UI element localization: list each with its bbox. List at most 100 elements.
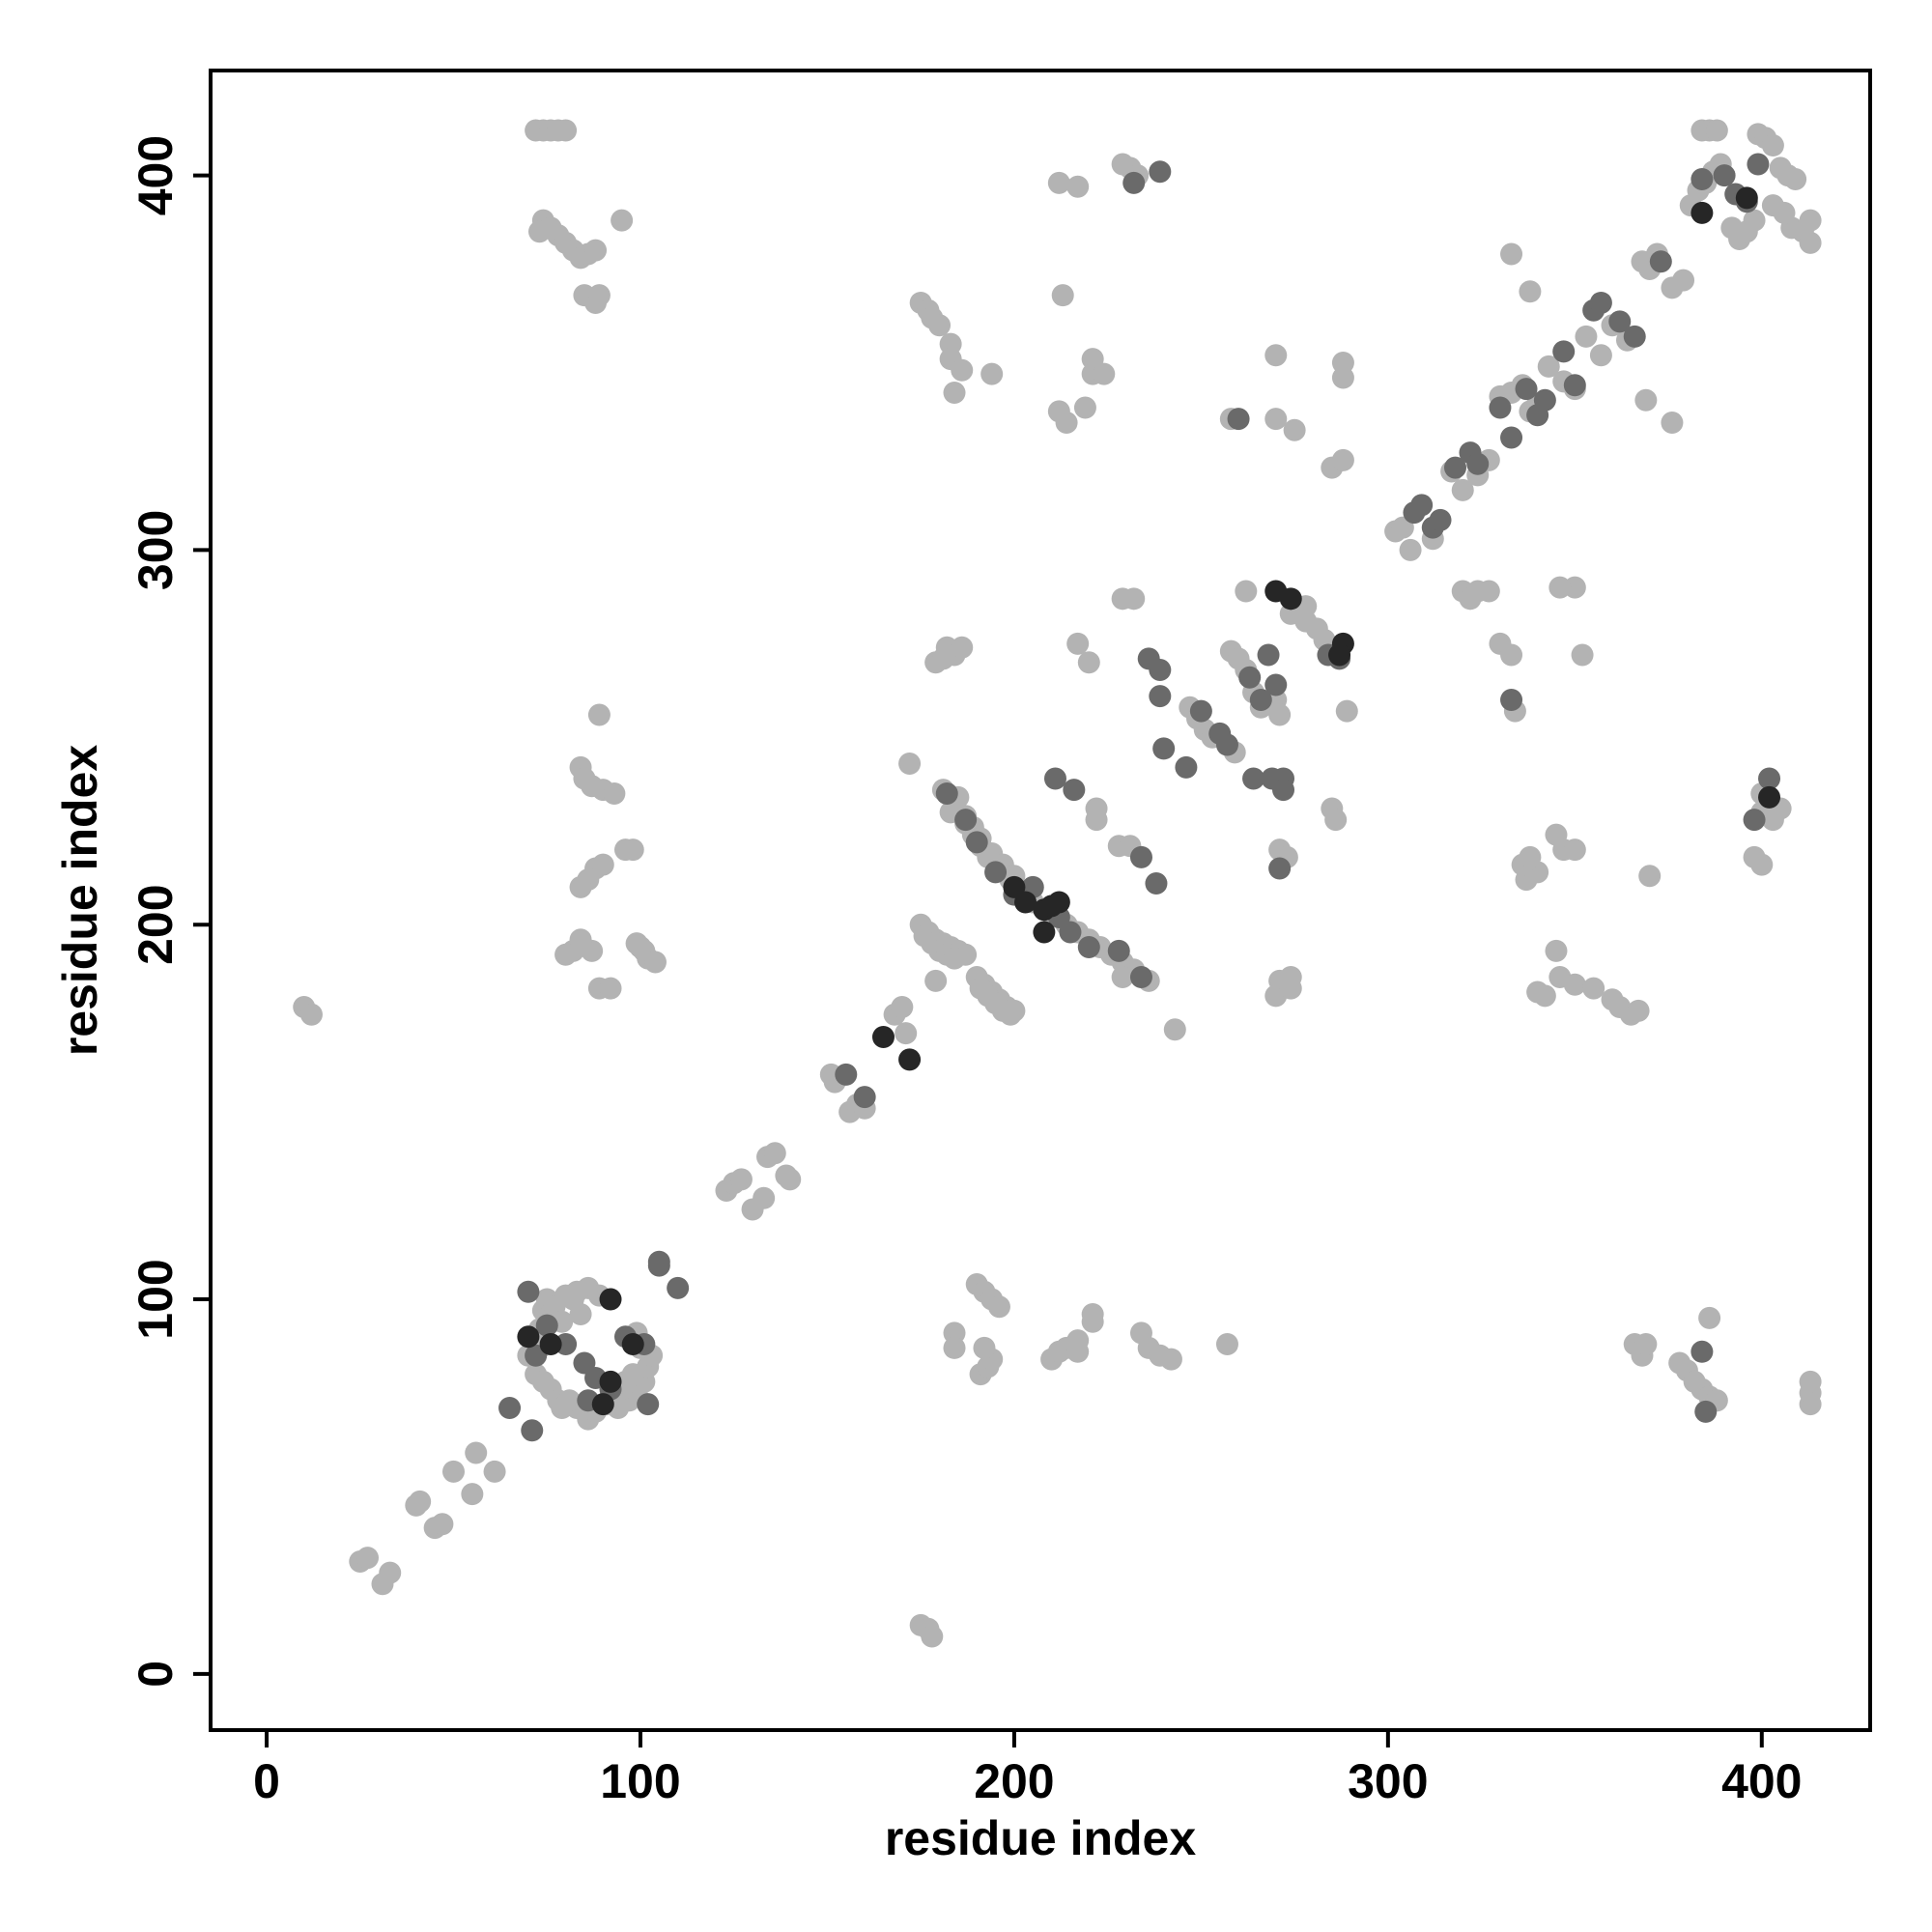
point bbox=[535, 1314, 558, 1337]
point bbox=[1429, 508, 1452, 531]
point bbox=[943, 947, 966, 970]
point bbox=[1582, 977, 1605, 1000]
point bbox=[1149, 658, 1172, 681]
point bbox=[1500, 426, 1523, 449]
point bbox=[951, 358, 974, 382]
point bbox=[1761, 194, 1784, 217]
point bbox=[1149, 685, 1172, 708]
point bbox=[1690, 1340, 1714, 1363]
point bbox=[1175, 755, 1198, 779]
point bbox=[1122, 171, 1146, 194]
point bbox=[1690, 201, 1714, 224]
point bbox=[498, 1396, 522, 1419]
point bbox=[561, 1288, 584, 1311]
point bbox=[943, 1336, 966, 1359]
point bbox=[779, 1168, 802, 1191]
point bbox=[1571, 643, 1594, 667]
point bbox=[1743, 809, 1766, 832]
point bbox=[1152, 737, 1176, 760]
point bbox=[1705, 119, 1728, 142]
point bbox=[1283, 418, 1306, 441]
point bbox=[1638, 865, 1662, 888]
point bbox=[591, 853, 614, 876]
point bbox=[1055, 412, 1078, 435]
point bbox=[1537, 355, 1560, 378]
point bbox=[643, 951, 667, 974]
point bbox=[1073, 396, 1096, 419]
point bbox=[517, 1325, 540, 1349]
point bbox=[1533, 984, 1556, 1008]
point bbox=[1799, 209, 1822, 232]
x-tick-label: 100 bbox=[600, 1754, 680, 1808]
point bbox=[1242, 767, 1265, 790]
point bbox=[1227, 408, 1250, 431]
point bbox=[1690, 167, 1714, 190]
point bbox=[1268, 703, 1292, 726]
point bbox=[465, 1441, 488, 1464]
point bbox=[599, 1288, 622, 1311]
point bbox=[1634, 388, 1658, 412]
point bbox=[557, 1389, 581, 1412]
point bbox=[1477, 580, 1500, 603]
point bbox=[1331, 448, 1354, 471]
point bbox=[1081, 1303, 1104, 1326]
point bbox=[1335, 699, 1358, 723]
y-tick-label: 0 bbox=[128, 1661, 183, 1688]
point bbox=[409, 1490, 432, 1513]
point bbox=[1328, 643, 1351, 667]
point bbox=[729, 1168, 753, 1191]
point bbox=[1215, 1333, 1238, 1356]
point bbox=[528, 220, 552, 243]
point bbox=[1059, 921, 1082, 944]
point bbox=[1743, 845, 1766, 868]
point bbox=[1033, 921, 1056, 944]
point bbox=[898, 1048, 922, 1071]
point bbox=[1235, 580, 1258, 603]
point bbox=[1698, 1306, 1721, 1329]
point bbox=[1500, 242, 1523, 266]
point bbox=[1264, 408, 1288, 431]
point bbox=[1093, 362, 1116, 385]
point bbox=[1784, 167, 1807, 190]
point bbox=[1257, 643, 1280, 667]
point bbox=[1735, 186, 1758, 210]
point bbox=[1563, 838, 1586, 862]
point bbox=[1515, 378, 1538, 401]
point bbox=[1215, 733, 1238, 756]
point bbox=[1519, 845, 1542, 868]
y-tick-label: 400 bbox=[128, 135, 183, 215]
point bbox=[921, 1625, 944, 1648]
point bbox=[1279, 587, 1302, 611]
point bbox=[1649, 250, 1672, 273]
point bbox=[1489, 396, 1512, 419]
point bbox=[584, 239, 608, 262]
point bbox=[1661, 412, 1684, 435]
point bbox=[1399, 538, 1422, 561]
point bbox=[1758, 767, 1781, 790]
x-tick-label: 0 bbox=[253, 1754, 280, 1808]
point bbox=[1279, 977, 1302, 1000]
point bbox=[517, 1280, 540, 1303]
point bbox=[461, 1483, 484, 1506]
point bbox=[1575, 325, 1598, 348]
point bbox=[1047, 171, 1070, 194]
point bbox=[980, 362, 1004, 385]
point bbox=[1563, 374, 1586, 397]
point bbox=[1743, 209, 1766, 232]
point bbox=[1163, 1018, 1186, 1041]
point bbox=[1149, 160, 1172, 184]
point bbox=[1563, 973, 1586, 996]
point bbox=[1272, 779, 1295, 802]
y-tick-label: 200 bbox=[128, 884, 183, 964]
point bbox=[1451, 478, 1474, 501]
point bbox=[898, 752, 922, 775]
point bbox=[1129, 966, 1152, 989]
point bbox=[442, 1460, 466, 1483]
point bbox=[1066, 632, 1090, 655]
point bbox=[951, 636, 974, 659]
point bbox=[621, 1363, 644, 1386]
point bbox=[1085, 809, 1108, 832]
point bbox=[554, 943, 578, 966]
point bbox=[999, 1003, 1022, 1026]
